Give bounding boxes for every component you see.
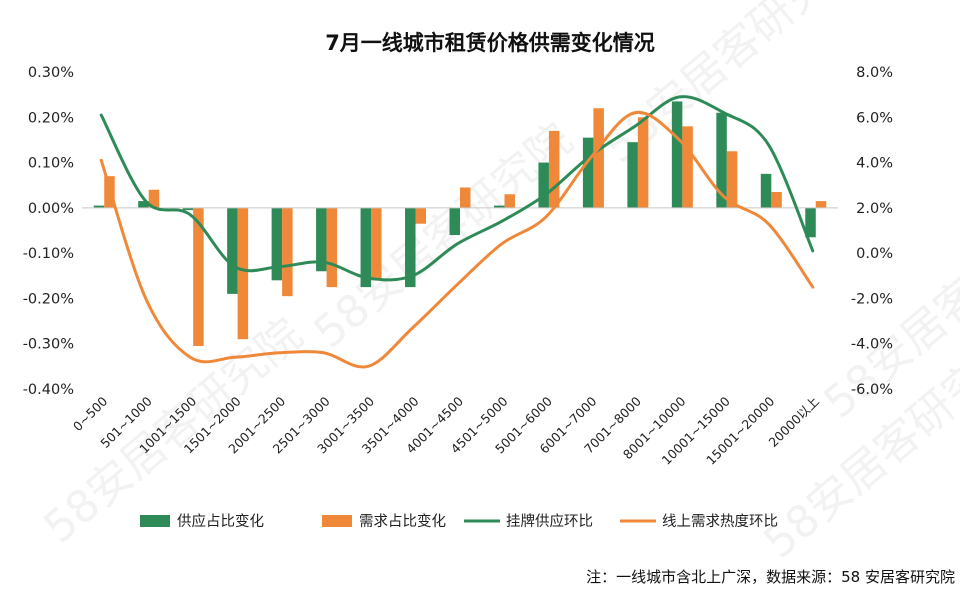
left-tick-label: 0.30% — [28, 65, 74, 81]
supply-bar — [271, 207, 283, 281]
supply-bar — [760, 173, 772, 208]
right-tick-label: 0.0% — [856, 246, 893, 262]
supply-bar — [538, 162, 549, 208]
legend-label: 挂牌供应环比 — [506, 512, 593, 530]
supply-listing-line — [99, 95, 815, 282]
right-tick-label: 4.0% — [856, 156, 893, 172]
demand-bar — [504, 194, 515, 208]
demand-bar — [726, 151, 738, 208]
lines-layer — [99, 95, 815, 369]
supply-bar — [138, 201, 149, 208]
supply-bar — [449, 207, 460, 236]
demand-bar — [548, 130, 560, 208]
demand-bar — [148, 189, 160, 208]
demand-bar — [682, 126, 693, 208]
right-axis: 8.0% 6.0% 4.0% 2.0% 0.0% -2.0% -4.0% -6.0% — [851, 65, 893, 398]
supply-bar — [493, 205, 505, 208]
left-tick-label: 0.00% — [28, 201, 74, 217]
left-tick-label: 0.20% — [28, 110, 74, 126]
legend-swatch — [140, 515, 170, 527]
watermark-text: 58安居客研究院 — [304, 114, 582, 359]
bars-layer — [93, 101, 827, 346]
demand-bar — [237, 207, 249, 340]
left-tick-label: -0.30% — [23, 337, 74, 353]
x-tick-label: 0~500 — [70, 393, 111, 434]
supply-bar — [627, 142, 638, 208]
legend: 供应占比变化 需求占比变化 挂牌供应环比 线上需求热度环比 — [140, 512, 778, 530]
supply-bar — [316, 207, 327, 272]
right-tick-label: -6.0% — [851, 382, 893, 398]
supply-bar — [405, 207, 416, 288]
demand-bar — [415, 207, 427, 224]
supply-bar — [805, 207, 816, 238]
left-tick-label: 0.10% — [28, 156, 74, 172]
online-demand-line — [99, 110, 815, 369]
right-tick-label: 2.0% — [856, 201, 893, 217]
supply-bar — [582, 137, 594, 208]
legend-label: 需求占比变化 — [359, 513, 446, 530]
legend-label: 线上需求热度环比 — [662, 513, 778, 530]
legend-swatch — [322, 515, 352, 527]
demand-bar — [282, 207, 293, 297]
left-tick-label: -0.10% — [23, 246, 74, 262]
left-tick-label: -0.40% — [23, 382, 74, 398]
demand-bar — [193, 207, 204, 346]
right-tick-label: 8.0% — [856, 65, 893, 81]
demand-bar — [326, 207, 338, 288]
right-tick-label: 6.0% — [856, 110, 893, 126]
right-tick-label: -2.0% — [851, 291, 893, 307]
supply-bar — [716, 112, 727, 208]
right-tick-label: -4.0% — [851, 337, 893, 353]
supply-bar — [671, 101, 683, 208]
watermark-text: 58安居客研究院 — [34, 309, 312, 554]
supply-bar — [93, 205, 105, 208]
demand-bar — [815, 201, 827, 208]
chart-title: 7月一线城市租赁价格供需变化情况 — [325, 31, 655, 55]
left-tick-label: -0.20% — [23, 291, 74, 307]
demand-bar — [637, 117, 649, 208]
demand-bar — [371, 207, 382, 281]
legend-label: 供应占比变化 — [177, 512, 264, 530]
supply-bar — [182, 207, 194, 211]
demand-bar — [460, 187, 471, 208]
supply-bar — [360, 207, 372, 288]
left-axis: 0.30% 0.20% 0.10% 0.00% -0.10% -0.20% -0.30% -0… — [23, 65, 74, 398]
demand-bar — [593, 108, 604, 208]
supply-bar — [227, 207, 238, 294]
demand-bar — [771, 192, 782, 208]
source-note: 注：一线城市含北上广深，数据来源：58 安居客研究院 — [586, 568, 955, 586]
